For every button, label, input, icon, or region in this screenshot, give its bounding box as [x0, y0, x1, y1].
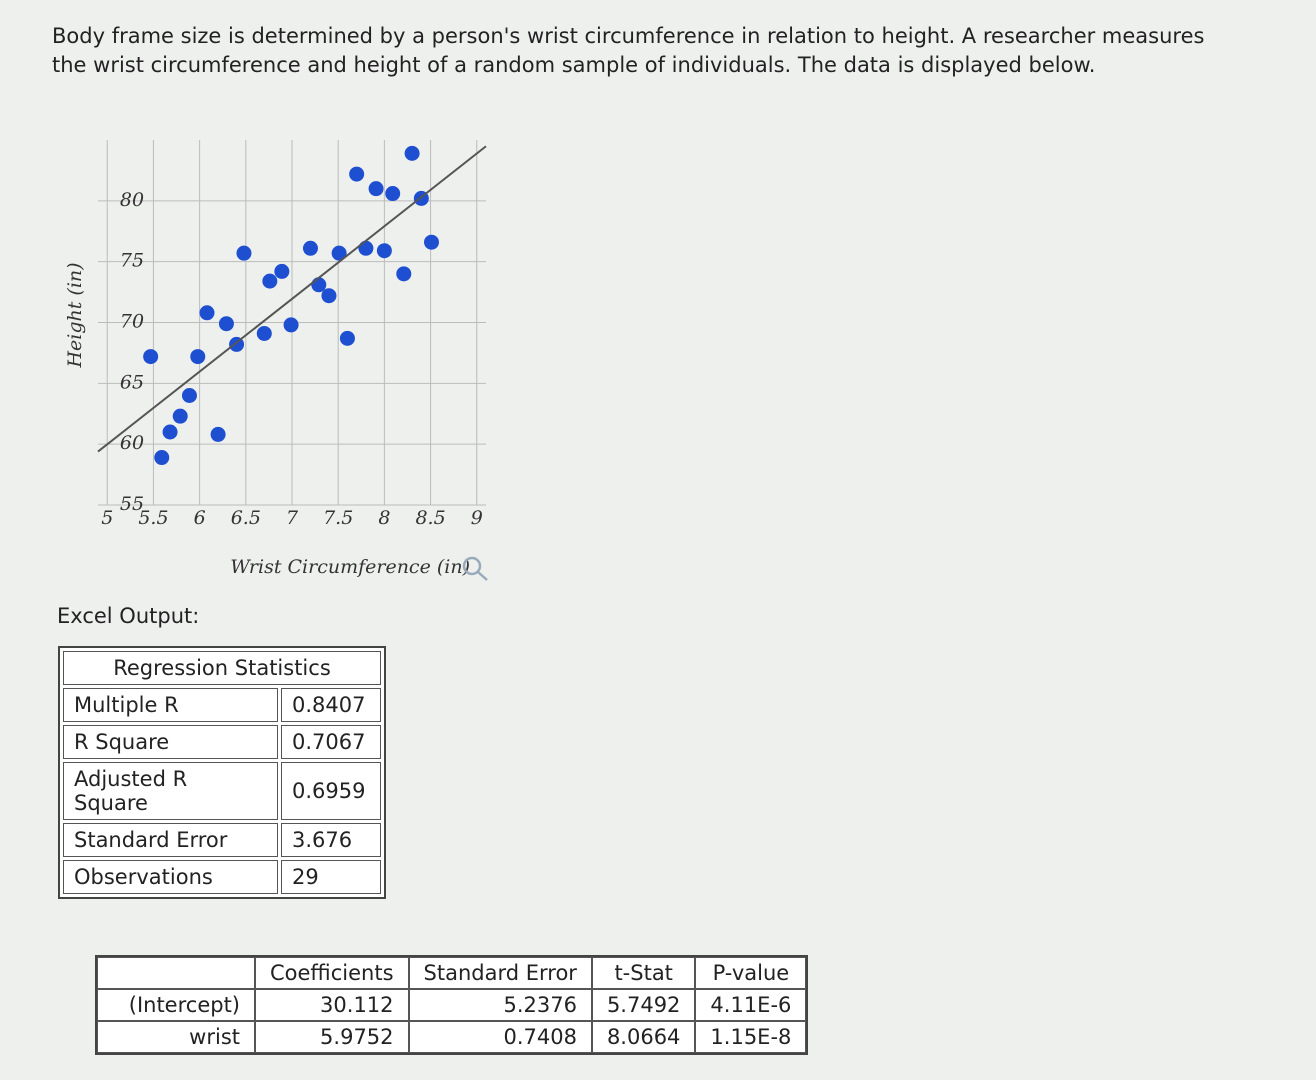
x-tick-label: 5.5: [138, 507, 168, 529]
data-point: [358, 240, 374, 256]
table-cell: 30.112: [255, 989, 409, 1021]
data-point: [172, 408, 188, 424]
table-cell: 5.9752: [255, 1021, 409, 1053]
data-point: [236, 245, 252, 261]
regression-table: Regression Statistics Multiple R 0.8407 R S…: [58, 646, 386, 899]
table-cell: 0.8407: [281, 688, 381, 722]
table-cell: 1.15E-8: [695, 1021, 807, 1053]
x-tick-label: 8.5: [415, 507, 445, 529]
y-tick-label: 80: [120, 189, 144, 211]
table-cell: P-value: [695, 957, 807, 989]
data-point: [190, 349, 206, 365]
table-row: R Square 0.7067: [63, 725, 381, 759]
data-point: [404, 145, 420, 161]
x-tick-label: 5: [101, 507, 113, 529]
table-cell: Regression Statistics: [63, 651, 381, 685]
data-point: [210, 426, 226, 442]
table-cell: 0.7067: [281, 725, 381, 759]
table-row: Standard Error 3.676: [63, 823, 381, 857]
table-cell: 8.0664: [591, 1021, 696, 1053]
table-cell: 4.11E-6: [695, 989, 807, 1021]
data-point: [162, 424, 178, 440]
scatter-chart: Wrist Circumference (in) Height (in) 55 6…: [64, 140, 488, 581]
coefficients-table: Coefficients Standard Error t-Stat P-value(…: [95, 955, 809, 1055]
table-cell: Multiple R: [63, 688, 278, 722]
table-cell: 0.7408: [408, 1021, 592, 1053]
data-point: [262, 273, 278, 289]
table-cell: Coefficients: [255, 957, 409, 989]
data-point: [302, 240, 318, 256]
question-text: Body frame size is determined by a perso…: [52, 24, 1205, 77]
table-row: wrist 5.9752 0.7408 8.0664 1.15E-8: [97, 1021, 807, 1053]
table-row: Multiple R 0.8407: [63, 688, 381, 722]
table-cell: (Intercept): [97, 989, 255, 1021]
x-tick-label: 6.5: [231, 507, 261, 529]
table-row: Observations 29: [63, 860, 381, 894]
data-point: [396, 266, 412, 282]
excel-label: Excel Output:: [57, 604, 200, 628]
y-tick-label: 60: [120, 432, 144, 454]
table-cell: 0.6959: [281, 762, 381, 820]
y-tick-label: 70: [120, 311, 144, 333]
data-point: [143, 349, 159, 365]
y-tick-label: 55: [120, 493, 144, 515]
data-point: [283, 317, 299, 333]
x-tick-label: 8: [378, 507, 390, 529]
data-point: [181, 388, 197, 403]
table-cell: Standard Error: [63, 823, 278, 857]
table-cell: wrist: [97, 1021, 255, 1053]
data-point: [199, 305, 215, 321]
data-point: [154, 450, 170, 466]
table-cell: [97, 957, 255, 989]
table-cell: 5.2376: [408, 989, 592, 1021]
data-point: [376, 243, 392, 259]
data-point: [274, 263, 290, 279]
x-axis-label: Wrist Circumference (in): [230, 556, 470, 578]
table-cell: 29: [281, 860, 381, 894]
data-point: [331, 245, 347, 261]
table-cell: Adjusted R Square: [63, 762, 278, 820]
x-tick-label: 9: [471, 507, 483, 529]
table-cell: Standard Error: [408, 957, 592, 989]
table-row: Adjusted R Square 0.6959: [63, 762, 381, 820]
data-point: [385, 186, 401, 202]
data-point: [423, 234, 439, 250]
y-tick-label: 65: [120, 371, 144, 393]
data-point: [218, 316, 234, 332]
table-cell: t-Stat: [591, 957, 696, 989]
table-cell: R Square: [63, 725, 278, 759]
data-point: [368, 181, 384, 197]
x-tick-label: 7: [286, 507, 299, 529]
data-point: [256, 325, 272, 341]
table-row: Regression Statistics: [63, 651, 381, 685]
data-point: [349, 166, 365, 182]
table-row: (Intercept) 30.112 5.2376 5.7492 4.11E-6: [97, 989, 807, 1021]
data-point: [339, 330, 355, 346]
data-point: [311, 277, 327, 293]
table-cell: 5.7492: [591, 989, 696, 1021]
data-point: [321, 288, 337, 304]
x-tick-label: 6: [194, 507, 206, 529]
regression-line: [97, 145, 487, 453]
y-axis-label: Height (in): [64, 262, 86, 368]
x-tick-label: 7.5: [323, 507, 353, 529]
magnifier-icon[interactable]: [462, 556, 488, 581]
table-row: Coefficients Standard Error t-Stat P-value: [97, 957, 807, 989]
table-cell: 3.676: [281, 823, 381, 857]
y-tick-label: 75: [120, 250, 144, 272]
table-cell: Observations: [63, 860, 278, 894]
